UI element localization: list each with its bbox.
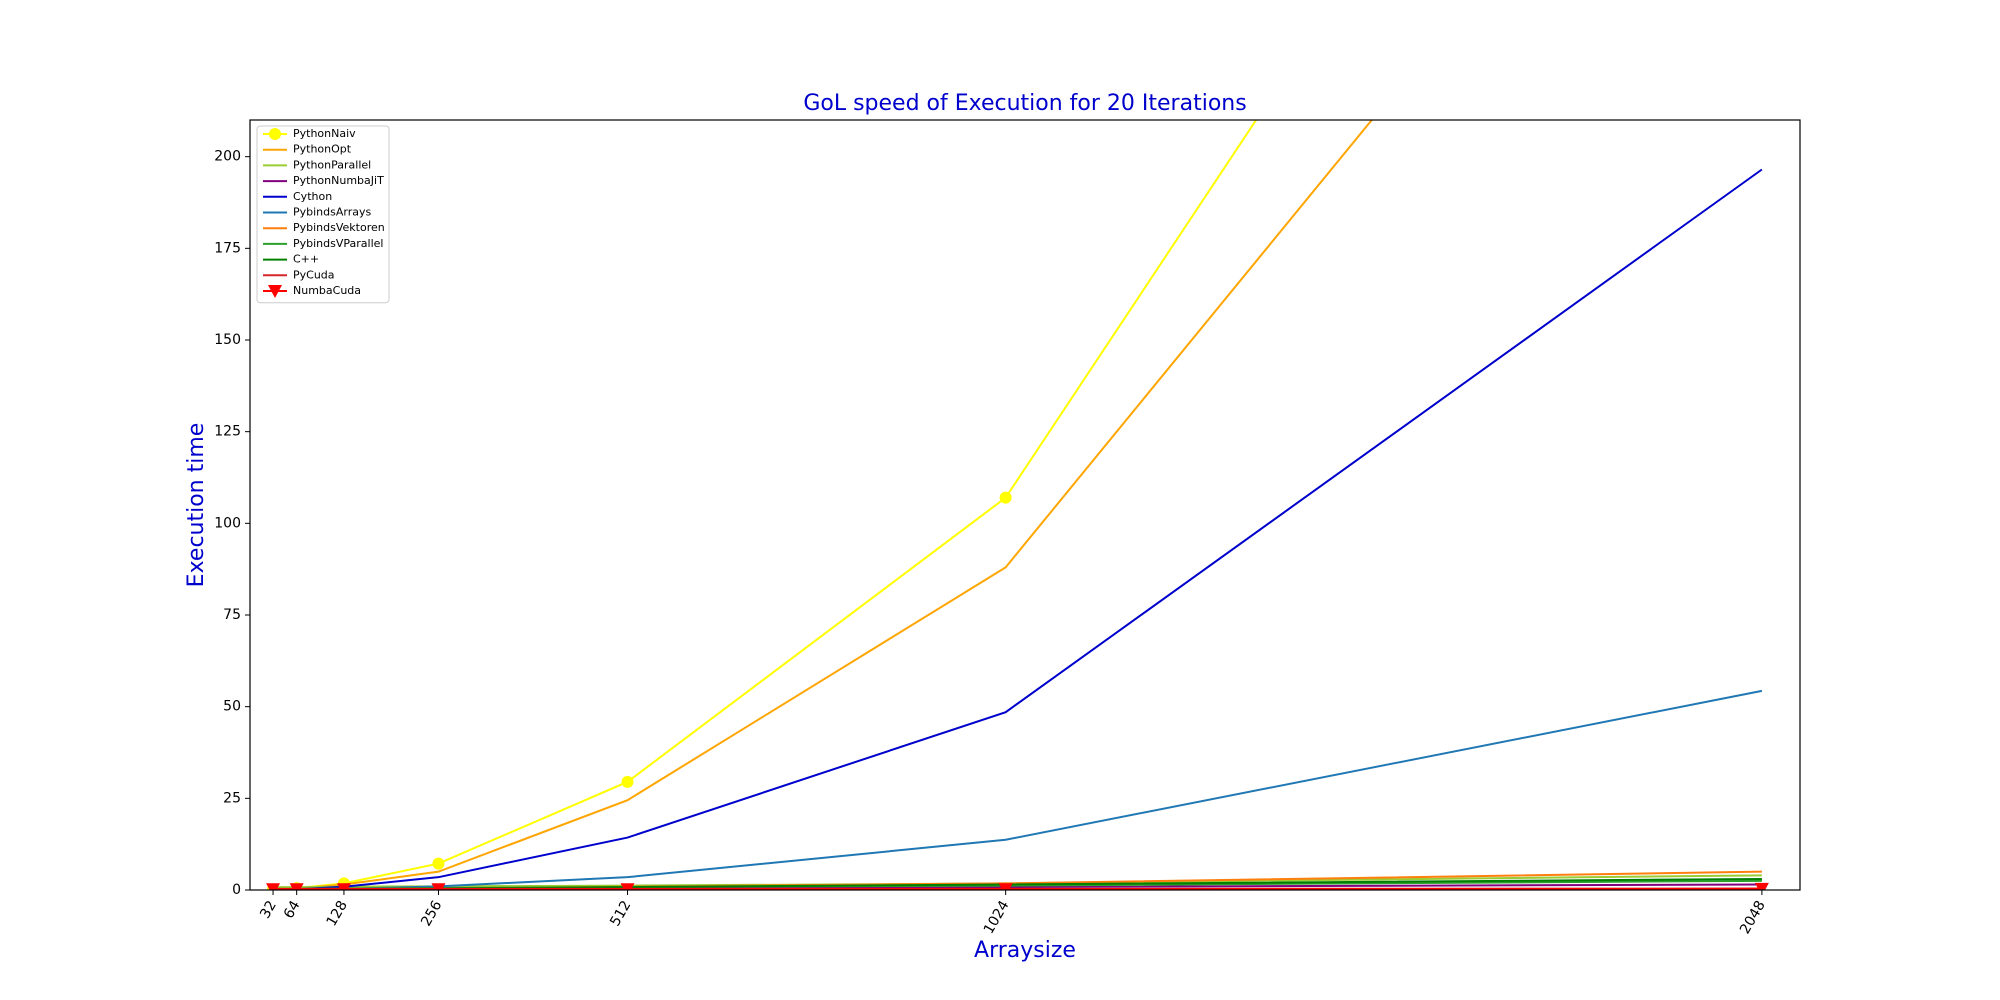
marker — [269, 128, 281, 140]
x-tick-label: 32 — [257, 898, 280, 921]
legend-label: PythonNaiv — [293, 127, 356, 140]
y-tick-label: 50 — [223, 699, 241, 715]
x-tick-label: 64 — [281, 898, 304, 922]
legend-label: PybindsVektoren — [293, 221, 385, 234]
marker — [999, 491, 1012, 504]
y-tick-label: 100 — [214, 515, 241, 531]
legend-label: PybindsArrays — [293, 206, 371, 219]
marker — [289, 883, 304, 890]
x-axis-label: Arraysize — [974, 938, 1076, 963]
legend-label: PyCuda — [293, 268, 335, 281]
marker — [336, 883, 351, 890]
marker — [268, 285, 282, 298]
chart-title: GoL speed of Execution for 20 Iterations — [803, 91, 1246, 116]
legend-label: PythonNumbaJiT — [293, 174, 384, 187]
legend-label: PythonOpt — [293, 143, 352, 156]
marker — [621, 775, 634, 788]
y-tick-label: 125 — [214, 424, 241, 440]
legend-label: C++ — [293, 253, 319, 266]
marker — [266, 883, 281, 890]
y-tick-label: 200 — [214, 149, 241, 165]
y-tick-label: 150 — [214, 332, 241, 348]
y-axis-label: Execution time — [184, 423, 209, 588]
marker — [1754, 882, 1769, 890]
legend-label: PythonParallel — [293, 158, 371, 171]
legend-label: PybindsVParallel — [293, 237, 383, 250]
y-tick-label: 0 — [232, 882, 241, 898]
y-tick-label: 175 — [214, 240, 241, 256]
legend-box — [256, 125, 390, 304]
axes-frame — [249, 119, 1801, 891]
y-tick-label: 25 — [223, 790, 241, 806]
legend-label: Cython — [293, 190, 332, 203]
marker — [620, 883, 635, 890]
marker — [431, 883, 446, 890]
legend-label: NumbaCuda — [293, 284, 361, 297]
marker — [998, 883, 1013, 890]
y-tick-label: 75 — [223, 607, 241, 623]
marker — [432, 857, 445, 870]
